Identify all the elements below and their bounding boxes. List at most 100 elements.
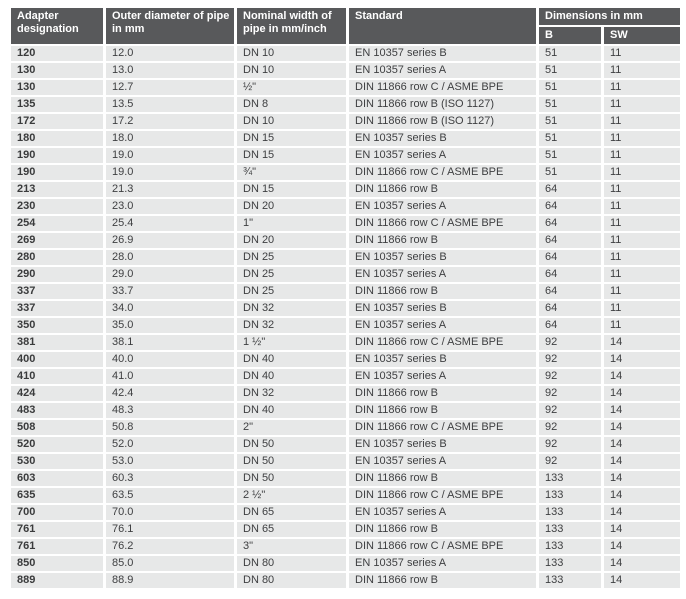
cell-dimension-b: 64 [536, 231, 604, 250]
cell-outer-diameter: 70.0 [103, 503, 237, 522]
cell-dimension-sw: 11 [600, 214, 684, 233]
cell-standard: EN 10357 series B [346, 350, 539, 369]
table-row: 120 12.0 DN 10 EN 10357 series B 51 11 [8, 44, 684, 63]
cell-designation: 603 [8, 469, 106, 488]
cell-outer-diameter: 28.0 [103, 248, 237, 267]
cell-nominal-width: DN 25 [234, 282, 349, 301]
cell-outer-diameter: 76.2 [103, 537, 237, 556]
cell-designation: 530 [8, 452, 106, 471]
cell-nominal-width: DN 32 [234, 299, 349, 318]
cell-outer-diameter: 40.0 [103, 350, 237, 369]
cell-dimension-b: 51 [536, 163, 604, 182]
cell-standard: EN 10357 series B [346, 44, 539, 63]
cell-nominal-width: DN 25 [234, 248, 349, 267]
cell-outer-diameter: 35.0 [103, 316, 237, 335]
cell-designation: 410 [8, 367, 106, 386]
cell-designation: 508 [8, 418, 106, 437]
cell-nominal-width: DN 15 [234, 129, 349, 148]
cell-nominal-width: 2" [234, 418, 349, 437]
table-header: Adapter designation Outer diameter of pi… [8, 6, 684, 46]
table-row: 635 63.5 2 ½" DIN 11866 row C / ASME BPE 133… [8, 486, 684, 505]
cell-dimension-b: 92 [536, 350, 604, 369]
table-row: 700 70.0 DN 65 EN 10357 series A 133 14 [8, 503, 684, 522]
cell-designation: 135 [8, 95, 106, 114]
cell-standard: DIN 11866 row B [346, 180, 539, 199]
cell-outer-diameter: 38.1 [103, 333, 237, 352]
cell-designation: 230 [8, 197, 106, 216]
table-row: 337 34.0 DN 32 EN 10357 series B 64 11 [8, 299, 684, 318]
cell-outer-diameter: 29.0 [103, 265, 237, 284]
table-row: 135 13.5 DN 8 DIN 11866 row B (ISO 1127) 51 1… [8, 95, 684, 114]
cell-designation: 172 [8, 112, 106, 131]
col-header-dimensions-group: Dimensions in mm [535, 6, 684, 27]
table-row: 172 17.2 DN 10 DIN 11866 row B (ISO 1127) 51… [8, 112, 684, 131]
cell-designation: 889 [8, 571, 106, 590]
cell-standard: DIN 11866 row B [346, 282, 539, 301]
cell-nominal-width: 3" [234, 537, 349, 556]
cell-dimension-sw: 11 [600, 146, 684, 165]
cell-standard: DIN 11866 row C / ASME BPE [346, 537, 539, 556]
cell-dimension-sw: 11 [600, 163, 684, 182]
cell-outer-diameter: 26.9 [103, 231, 237, 250]
cell-dimension-sw: 11 [600, 180, 684, 199]
col-header-outer-diameter: Outer diameter of pipe in mm [103, 6, 237, 46]
cell-nominal-width: ½" [234, 78, 349, 97]
cell-outer-diameter: 23.0 [103, 197, 237, 216]
cell-dimension-b: 92 [536, 435, 604, 454]
cell-outer-diameter: 60.3 [103, 469, 237, 488]
cell-dimension-b: 51 [536, 44, 604, 63]
cell-nominal-width: DN 10 [234, 44, 349, 63]
cell-designation: 190 [8, 146, 106, 165]
cell-dimension-b: 133 [536, 503, 604, 522]
cell-dimension-b: 133 [536, 537, 604, 556]
cell-dimension-sw: 14 [600, 571, 684, 590]
cell-dimension-b: 64 [536, 197, 604, 216]
cell-dimension-sw: 11 [600, 299, 684, 318]
cell-standard: EN 10357 series A [346, 316, 539, 335]
cell-outer-diameter: 33.7 [103, 282, 237, 301]
cell-outer-diameter: 19.0 [103, 163, 237, 182]
cell-outer-diameter: 18.0 [103, 129, 237, 148]
cell-outer-diameter: 17.2 [103, 112, 237, 131]
table-row: 424 42.4 DN 32 DIN 11866 row B 92 14 [8, 384, 684, 403]
cell-designation: 483 [8, 401, 106, 420]
cell-dimension-b: 64 [536, 248, 604, 267]
cell-dimension-b: 133 [536, 486, 604, 505]
cell-dimension-sw: 14 [600, 418, 684, 437]
cell-dimension-b: 92 [536, 367, 604, 386]
cell-outer-diameter: 88.9 [103, 571, 237, 590]
cell-outer-diameter: 50.8 [103, 418, 237, 437]
table-row: 483 48.3 DN 40 DIN 11866 row B 92 14 [8, 401, 684, 420]
cell-nominal-width: DN 65 [234, 503, 349, 522]
table-row: 761 76.2 3" DIN 11866 row C / ASME BPE 133 14 [8, 537, 684, 556]
cell-dimension-sw: 11 [600, 95, 684, 114]
cell-nominal-width: DN 10 [234, 61, 349, 80]
cell-outer-diameter: 42.4 [103, 384, 237, 403]
cell-outer-diameter: 85.0 [103, 554, 237, 573]
table-row: 280 28.0 DN 25 EN 10357 series B 64 11 [8, 248, 684, 267]
cell-dimension-b: 133 [536, 469, 604, 488]
cell-nominal-width: DN 50 [234, 435, 349, 454]
cell-standard: DIN 11866 row C / ASME BPE [346, 486, 539, 505]
cell-dimension-sw: 14 [600, 554, 684, 573]
cell-dimension-sw: 11 [600, 112, 684, 131]
cell-outer-diameter: 53.0 [103, 452, 237, 471]
cell-outer-diameter: 13.5 [103, 95, 237, 114]
cell-outer-diameter: 19.0 [103, 146, 237, 165]
header-row-main: Adapter designation Outer diameter of pi… [8, 6, 684, 46]
cell-outer-diameter: 41.0 [103, 367, 237, 386]
table-row: 269 26.9 DN 20 DIN 11866 row B 64 11 [8, 231, 684, 250]
cell-standard: DIN 11866 row B [346, 469, 539, 488]
cell-dimension-b: 92 [536, 384, 604, 403]
table-row: 603 60.3 DN 50 DIN 11866 row B 133 14 [8, 469, 684, 488]
cell-designation: 254 [8, 214, 106, 233]
cell-outer-diameter: 34.0 [103, 299, 237, 318]
cell-standard: EN 10357 series B [346, 248, 539, 267]
cell-dimension-b: 64 [536, 316, 604, 335]
cell-nominal-width: DN 8 [234, 95, 349, 114]
cell-dimension-sw: 11 [600, 78, 684, 97]
cell-standard: EN 10357 series B [346, 299, 539, 318]
table-row: 290 29.0 DN 25 EN 10357 series A 64 11 [8, 265, 684, 284]
cell-dimension-sw: 11 [600, 316, 684, 335]
